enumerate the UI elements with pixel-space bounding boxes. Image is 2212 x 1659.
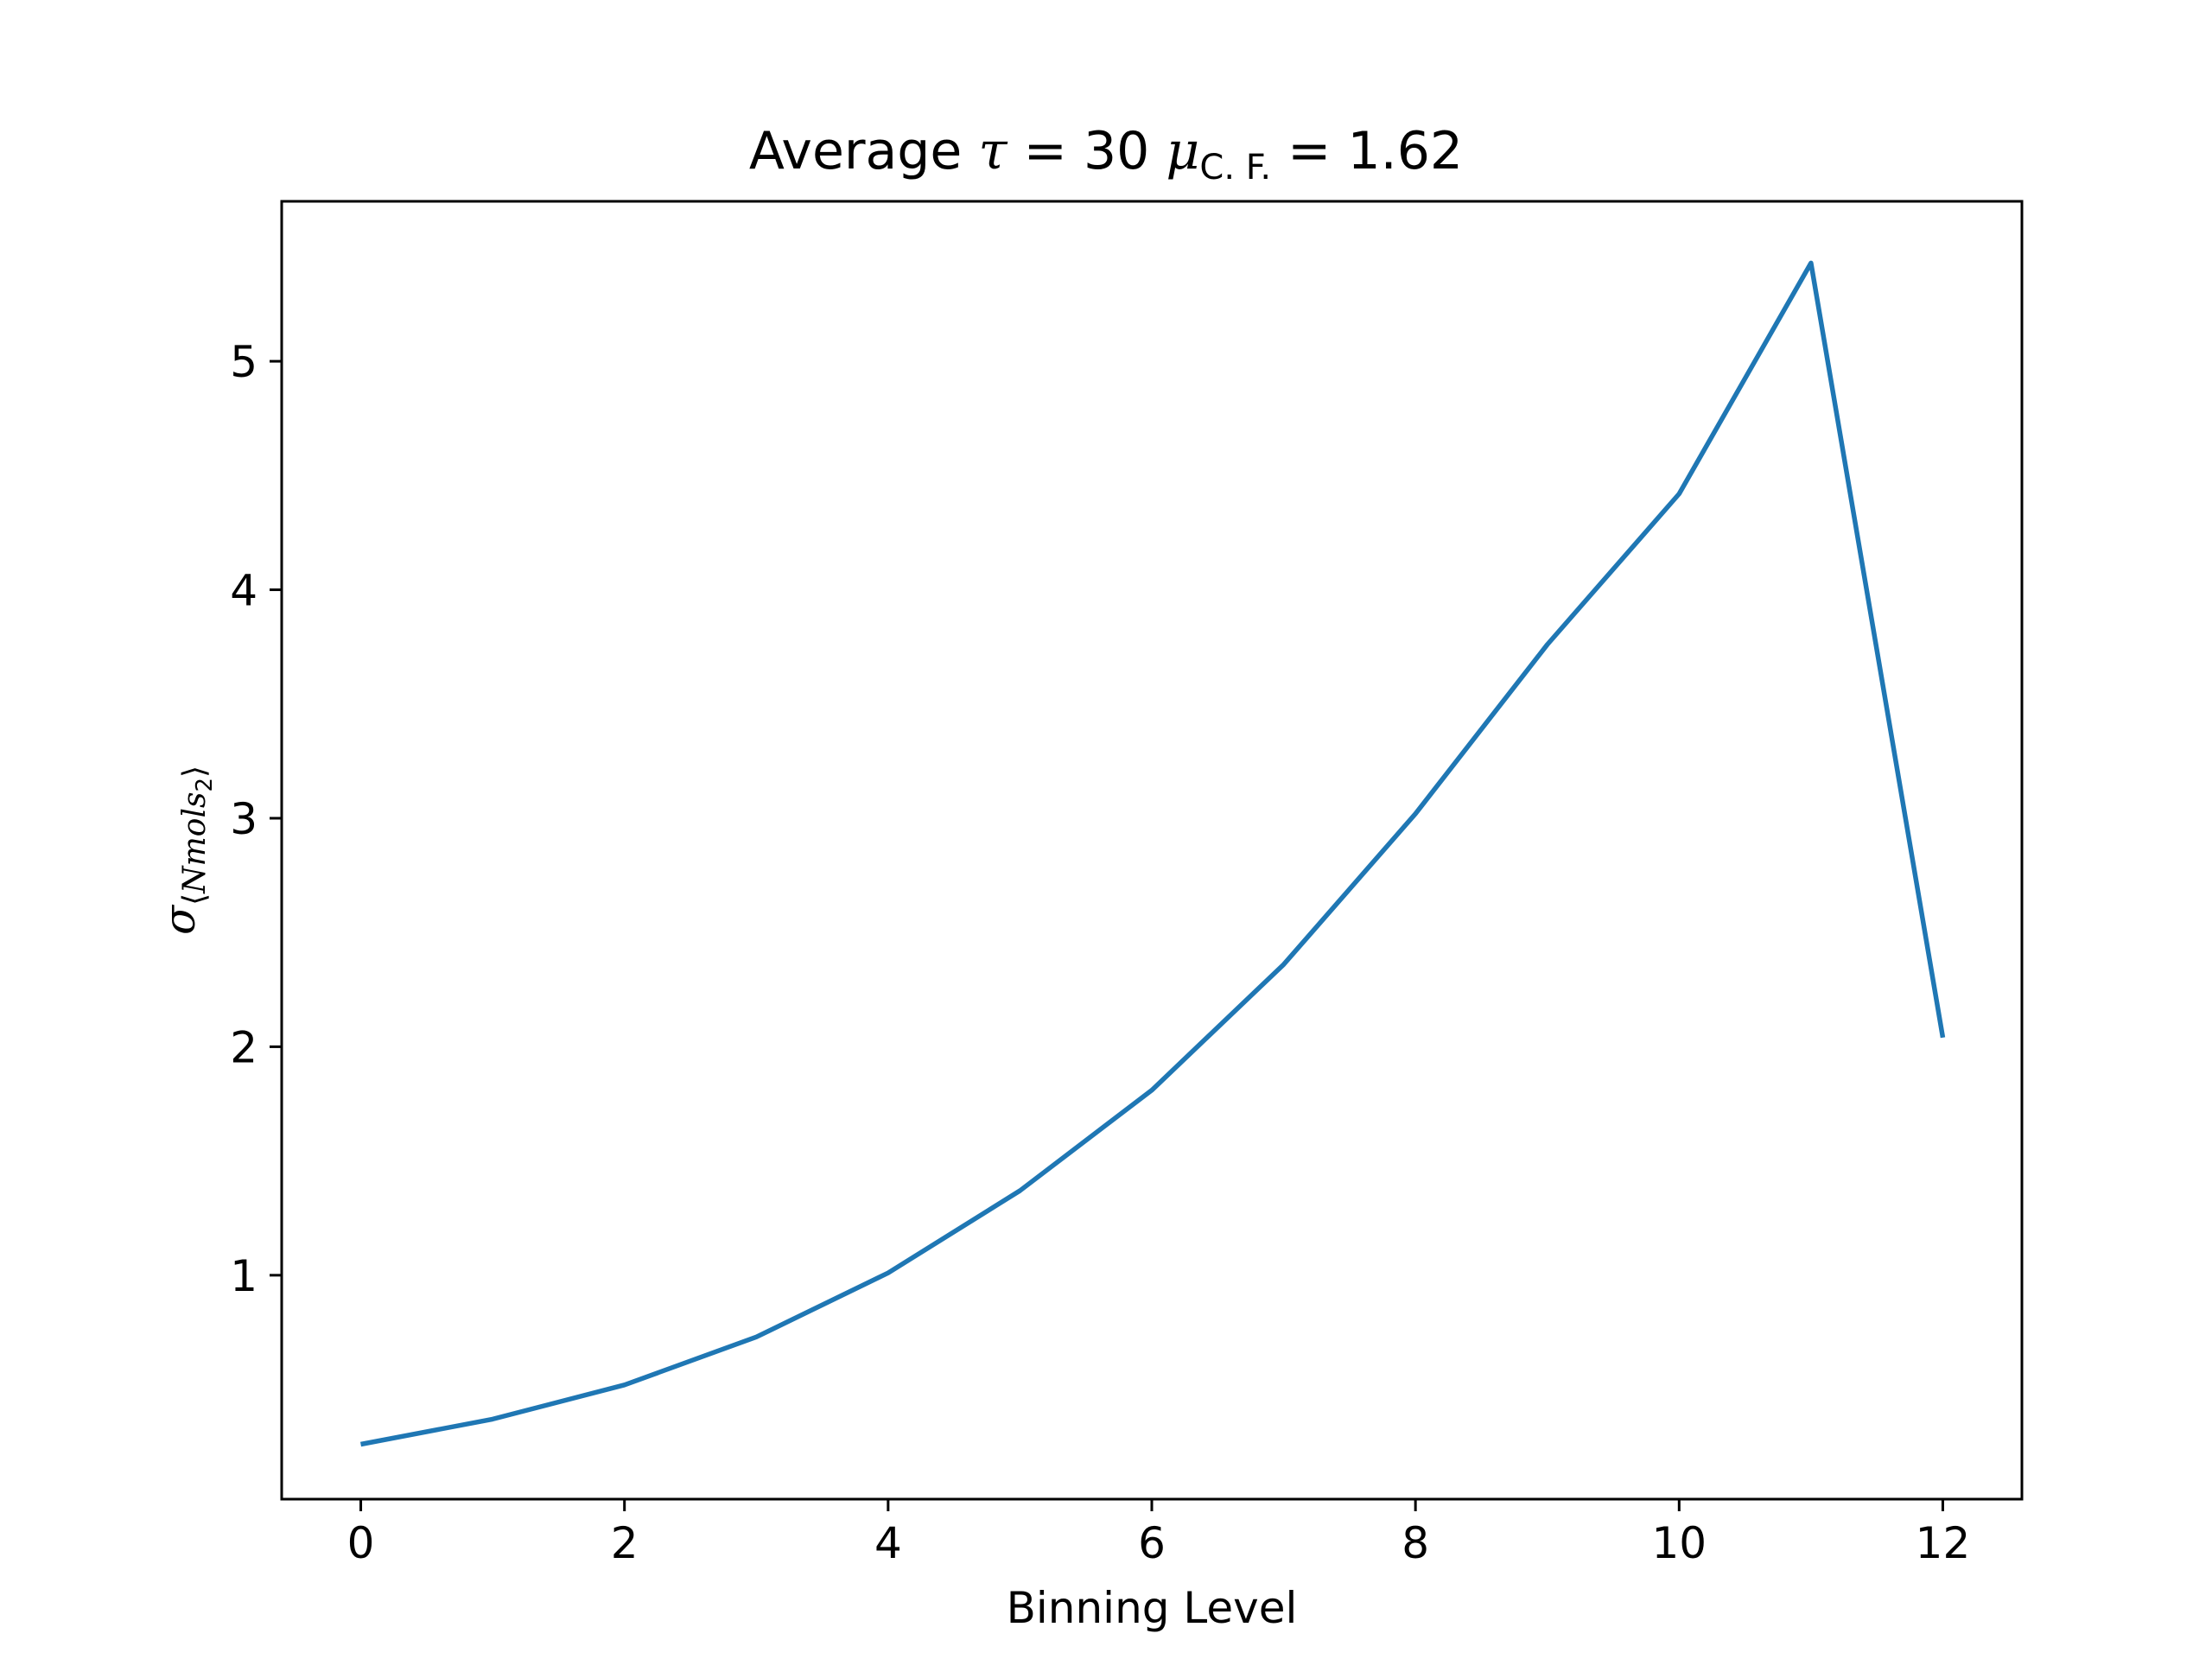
x-axis-label: Binning Level [1007, 1583, 1298, 1633]
x-tick-label: 8 [1402, 1518, 1429, 1568]
y-label-sigma: σ [155, 904, 205, 935]
x-tick-label: 2 [611, 1518, 639, 1568]
x-tick-label: 4 [874, 1518, 902, 1568]
x-tick-label: 6 [1138, 1518, 1166, 1568]
y-label-close-bracket: ⟩ [177, 766, 213, 778]
y-tick-label: 1 [230, 1251, 257, 1301]
x-tick-label: 0 [347, 1518, 375, 1568]
y-tick-label: 2 [230, 1022, 257, 1072]
y-tick-label: 4 [230, 566, 257, 616]
y-axis-label: σ⟨Nmols2⟩ [155, 766, 218, 935]
y-label-open-bracket: ⟨ [177, 893, 213, 906]
chart-title: Average τ = 30 μC. F. = 1.62 [749, 121, 1463, 188]
title-mu-symbol: μ [1166, 121, 1199, 181]
axes-frame [280, 200, 2024, 1501]
y-tick-label: 5 [230, 337, 257, 387]
y-tick-label: 3 [230, 794, 257, 844]
title-tau-value: = 30 [1007, 121, 1166, 181]
y-label-nmols: Nmols [177, 792, 213, 894]
x-tick-label: 12 [1916, 1518, 1971, 1568]
y-label-sub-2: 2 [192, 778, 218, 792]
title-mu-value: = 1.62 [1271, 121, 1463, 181]
title-mu-subscript: C. F. [1199, 148, 1271, 188]
x-tick-label: 10 [1651, 1518, 1707, 1568]
title-tau-symbol: τ [978, 121, 1007, 181]
title-prefix: Average [749, 121, 978, 181]
